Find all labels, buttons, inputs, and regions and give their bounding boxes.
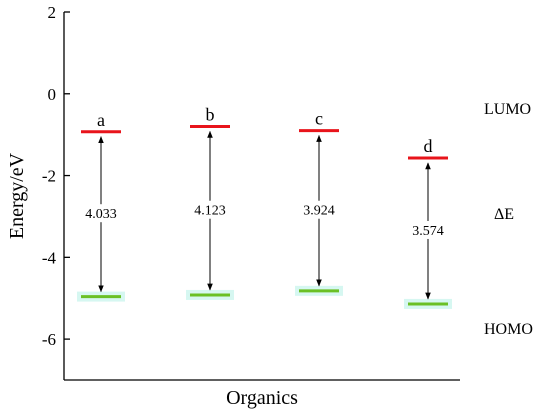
gap-value-label: 3.924 [303,204,335,219]
y-tick-label: -6 [42,330,56,349]
lumo-side-label: LUMO [484,101,531,118]
y-tick-label: 0 [48,85,57,104]
gap-label-bg [297,200,341,219]
gap-value-label: 3.574 [412,224,444,239]
delta-e-side-label: ΔE [494,206,514,223]
gap-value-label: 4.123 [194,204,226,219]
gap-label-bg [79,204,123,223]
energy-levels: a 4.033 b 4.123 c 3.924 d 3.574 [77,104,452,309]
y-tick-label: -4 [42,248,57,267]
category-label: b [206,104,215,124]
gap-label-bg [406,220,450,239]
homo-side-label: HOMO [484,321,533,338]
gap-label-bg [188,200,232,219]
y-axis-label: Energy/eV [6,152,28,239]
axes [63,12,460,381]
y-tick-label: -2 [42,167,56,186]
category-label: c [315,109,323,129]
y-ticks: 2 0 -2 -4 -6 [42,3,70,349]
gap-value-label: 4.033 [85,207,117,222]
category-label: a [97,110,105,130]
y-tick-label: 2 [48,3,57,22]
category-label: d [424,136,433,156]
x-axis-label: Organics [226,387,298,409]
